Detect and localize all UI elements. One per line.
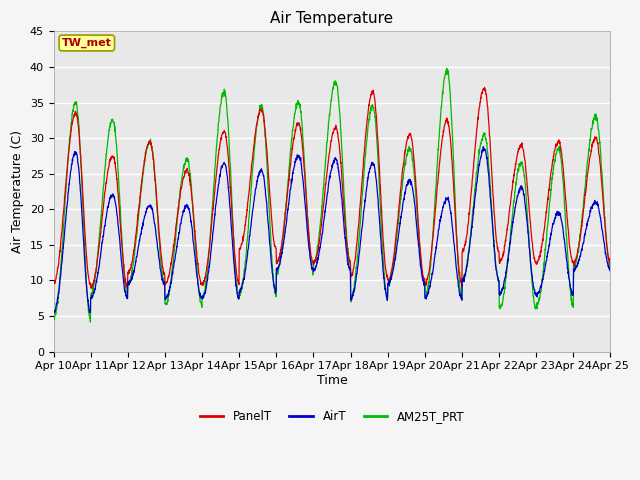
Legend: PanelT, AirT, AM25T_PRT: PanelT, AirT, AM25T_PRT	[195, 406, 469, 428]
X-axis label: Time: Time	[317, 374, 348, 387]
Y-axis label: Air Temperature (C): Air Temperature (C)	[11, 130, 24, 253]
Text: TW_met: TW_met	[62, 38, 112, 48]
Title: Air Temperature: Air Temperature	[271, 11, 394, 26]
